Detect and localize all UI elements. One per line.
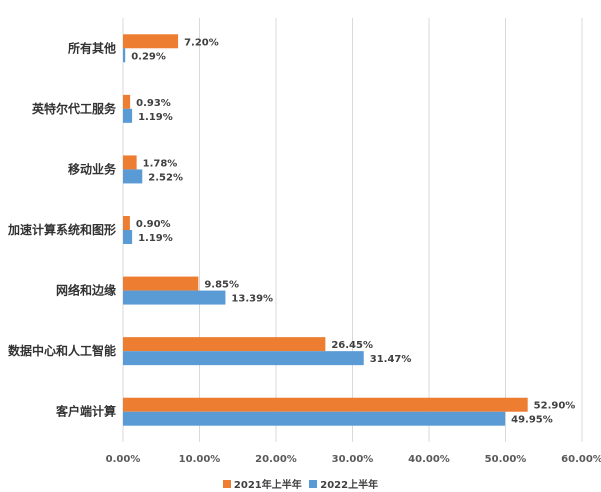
data-label: 7.20% xyxy=(184,37,219,48)
bar-series-2 xyxy=(123,169,143,184)
data-label: 1.78% xyxy=(143,158,178,169)
data-label: 1.19% xyxy=(138,112,173,123)
data-label: 0.29% xyxy=(131,51,166,62)
category-labels: 所有其他英特尔代工服务移动业务加速计算系统和图形网络和边缘数据中心和人工智能客户… xyxy=(7,40,117,418)
x-tick-label: 40.00% xyxy=(408,454,450,465)
bar-series-1 xyxy=(123,216,130,230)
category-label: 客户端计算 xyxy=(55,404,116,419)
legend: 2021年上半年 2022上半年 xyxy=(0,476,601,491)
data-label: 31.47% xyxy=(370,354,412,365)
data-label: 9.85% xyxy=(204,280,239,291)
x-tick-label: 30.00% xyxy=(332,454,374,465)
data-label: 49.95% xyxy=(511,415,553,426)
data-label: 1.19% xyxy=(138,233,173,244)
data-label: 0.90% xyxy=(136,219,171,230)
bar-series-2 xyxy=(123,48,126,63)
category-label: 加速计算系统和图形 xyxy=(7,222,116,237)
legend-swatch-series-2 xyxy=(309,479,318,488)
bar-series-1 xyxy=(123,397,528,412)
x-tick-label: 20.00% xyxy=(255,454,297,465)
category-label: 移动业务 xyxy=(68,161,117,176)
x-tick-label: 50.00% xyxy=(485,454,527,465)
legend-label-series-2: 2022上半年 xyxy=(320,480,379,491)
data-label: 52.90% xyxy=(534,401,576,412)
category-label: 网络和边缘 xyxy=(56,283,116,298)
bar-series-1 xyxy=(123,337,326,352)
legend-swatch-series-1 xyxy=(222,479,231,488)
gridlines xyxy=(122,18,583,442)
bar-series-2 xyxy=(123,351,364,366)
bars xyxy=(123,34,528,426)
x-tick-label: 60.00% xyxy=(561,454,601,465)
bar-series-2 xyxy=(123,230,133,244)
data-label: 13.39% xyxy=(231,294,273,305)
bar-series-1 xyxy=(123,155,137,170)
legend-label-series-1: 2021年上半年 xyxy=(233,480,302,491)
bar-series-1 xyxy=(123,94,131,109)
bar-series-2 xyxy=(123,411,506,426)
category-label: 数据中心和人工智能 xyxy=(8,343,116,358)
x-axis-tick-labels: 0.00% 10.00% 20.00% 30.00% 40.00% 50.00% 60.00… xyxy=(106,454,601,465)
data-label: 2.52% xyxy=(148,172,183,183)
category-label: 英特尔代工服务 xyxy=(32,101,117,116)
bar-series-2 xyxy=(123,290,226,305)
x-tick-label: 0.00% xyxy=(106,454,141,465)
legend-item-series-2: 2022上半年 xyxy=(309,476,378,491)
x-tick-label: 10.00% xyxy=(179,454,221,465)
data-label: 26.45% xyxy=(331,340,373,351)
bar-series-2 xyxy=(123,108,133,123)
bar-series-1 xyxy=(123,276,199,291)
category-label: 所有其他 xyxy=(68,40,116,55)
data-label: 0.93% xyxy=(136,98,171,109)
legend-item-series-1: 2021年上半年 xyxy=(222,476,302,491)
data-labels: 7.20% 0.29% 0.93% 1.19% 1.78% 2.52% 0.90% 1.19%… xyxy=(131,37,575,425)
bar-series-1 xyxy=(123,34,179,49)
